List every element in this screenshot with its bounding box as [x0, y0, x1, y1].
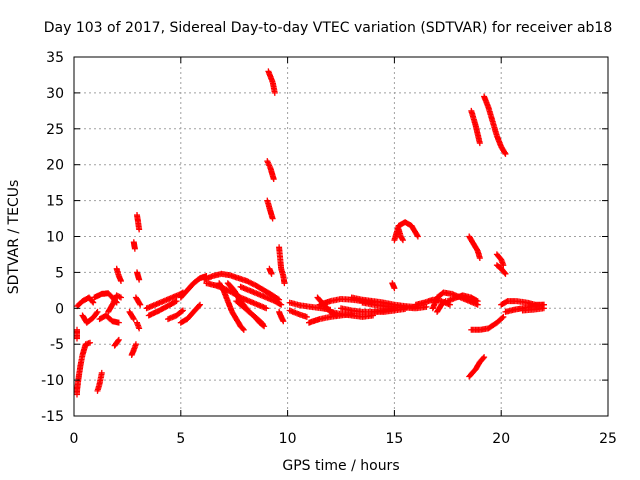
data-point-cluster [74, 339, 94, 398]
data-point-cluster [327, 308, 377, 320]
grid-lines [74, 57, 608, 416]
data-point-cluster [468, 313, 507, 333]
y-tick-label: 0 [55, 301, 64, 317]
data-point-cluster [111, 336, 122, 349]
data-point-cluster [264, 197, 276, 222]
data-point-cluster [94, 369, 105, 394]
data-point-cluster [128, 341, 139, 358]
data-points [74, 68, 547, 398]
data-point-cluster [126, 308, 137, 323]
data-point-cluster [276, 244, 288, 287]
y-tick-label: 30 [46, 86, 64, 102]
data-point-cluster [134, 269, 143, 283]
data-point-cluster [143, 289, 186, 312]
chart-title: Day 103 of 2017, Sidereal Day-to-day VTE… [44, 20, 613, 36]
data-point-cluster [74, 294, 97, 310]
axis-ticks [73, 56, 609, 417]
data-point-cluster [96, 312, 122, 326]
x-tick-label: 5 [176, 431, 185, 447]
data-point-cluster [395, 226, 406, 244]
y-tick-label: -5 [50, 337, 64, 353]
data-point-cluster [444, 292, 481, 305]
data-point-cluster [201, 270, 283, 303]
data-point-cluster [145, 298, 180, 319]
data-point-cluster [389, 280, 398, 292]
data-point-cluster [134, 212, 143, 233]
data-point-cluster [113, 265, 124, 285]
data-point-cluster [130, 239, 138, 252]
data-point-cluster [466, 354, 488, 380]
data-point-cluster [237, 283, 285, 308]
y-tick-label: 25 [46, 122, 64, 138]
x-tick-label: 25 [599, 431, 617, 447]
data-point-cluster [493, 251, 507, 269]
data-point-cluster [370, 306, 409, 315]
y-tick-label: 15 [46, 194, 64, 210]
data-point-cluster [216, 280, 247, 333]
y-tick-label: 10 [46, 230, 64, 246]
x-axis-label: GPS time / hours [282, 458, 399, 474]
y-tick-label: 35 [46, 50, 64, 66]
data-point-cluster [286, 307, 310, 320]
x-tick-label: 20 [492, 431, 510, 447]
x-tick-label: 0 [70, 431, 79, 447]
data-point-cluster [134, 319, 143, 332]
data-point-cluster [105, 292, 124, 315]
data-point-cluster [264, 158, 277, 183]
data-point-cluster [79, 308, 101, 326]
data-point-cluster [177, 272, 210, 301]
data-point-cluster [434, 298, 449, 315]
series-1 [74, 212, 144, 398]
data-point-cluster [265, 68, 278, 96]
data-point-cluster [266, 265, 275, 277]
x-tick-label: 15 [385, 431, 403, 447]
data-point-cluster [519, 305, 547, 314]
data-point-cluster [165, 307, 186, 323]
data-point-cluster [391, 219, 421, 244]
data-point-cluster [466, 233, 483, 262]
data-point-cluster [276, 308, 287, 325]
y-axis-label: SDTVAR / TECUs [6, 180, 22, 295]
data-point-cluster [493, 262, 509, 277]
tick-labels: 0 5 10 15 20 25 -15 -10 -5 0 5 10 15 20 25 30 35 [41, 50, 617, 447]
data-point-cluster [74, 326, 80, 342]
y-tick-label: 20 [46, 158, 64, 174]
data-point-cluster [468, 107, 483, 147]
x-tick-label: 10 [279, 431, 297, 447]
y-tick-label: 5 [55, 265, 64, 281]
data-point-cluster [132, 294, 144, 308]
data-point-cluster [177, 301, 204, 326]
data-point-cluster [481, 93, 509, 157]
series-3 [286, 93, 547, 380]
y-tick-label: -15 [41, 409, 64, 425]
y-tick-label: -10 [41, 373, 64, 389]
series-2 [143, 68, 288, 333]
